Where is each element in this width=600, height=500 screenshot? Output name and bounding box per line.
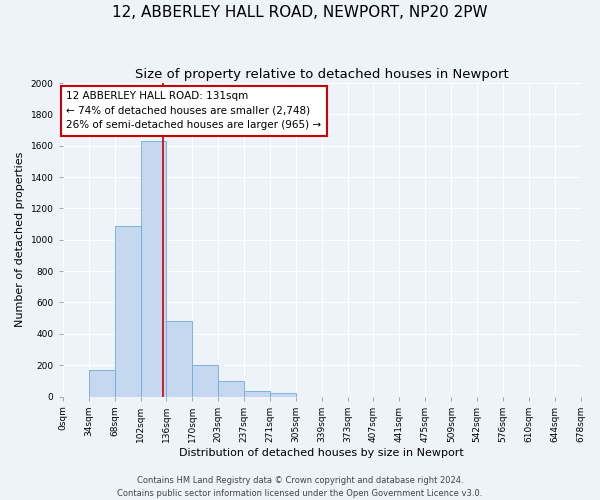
Bar bbox=[218, 381, 244, 396]
Bar bbox=[244, 391, 269, 396]
Bar bbox=[140, 141, 166, 397]
Bar bbox=[166, 322, 193, 396]
Text: 12 ABBERLEY HALL ROAD: 131sqm
← 74% of detached houses are smaller (2,748)
26% o: 12 ABBERLEY HALL ROAD: 131sqm ← 74% of d… bbox=[67, 91, 322, 130]
Bar bbox=[115, 226, 140, 396]
Bar bbox=[193, 365, 218, 396]
Bar bbox=[269, 394, 296, 396]
X-axis label: Distribution of detached houses by size in Newport: Distribution of detached houses by size … bbox=[179, 448, 464, 458]
Title: Size of property relative to detached houses in Newport: Size of property relative to detached ho… bbox=[134, 68, 508, 80]
Bar bbox=[89, 370, 115, 396]
Text: Contains HM Land Registry data © Crown copyright and database right 2024.
Contai: Contains HM Land Registry data © Crown c… bbox=[118, 476, 482, 498]
Y-axis label: Number of detached properties: Number of detached properties bbox=[15, 152, 25, 328]
Text: 12, ABBERLEY HALL ROAD, NEWPORT, NP20 2PW: 12, ABBERLEY HALL ROAD, NEWPORT, NP20 2P… bbox=[112, 5, 488, 20]
